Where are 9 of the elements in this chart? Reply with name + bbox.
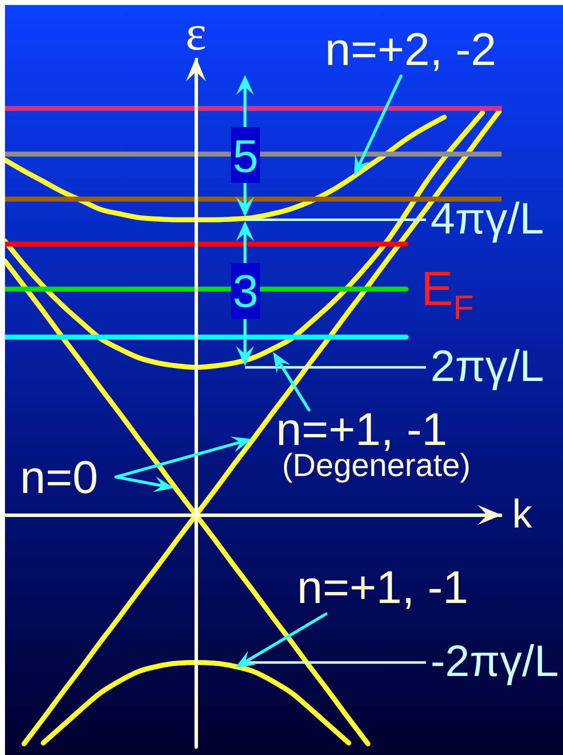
annotation: n=0 bbox=[20, 451, 98, 503]
annotation: n=+1, -1 bbox=[297, 561, 468, 613]
annotation: n=+2, -2 bbox=[325, 23, 496, 75]
x-axis-title: k bbox=[512, 492, 534, 536]
y-tick-label: -2πγ/L bbox=[430, 637, 559, 686]
series-label: E$_{F}$ bbox=[421, 262, 474, 328]
y-axis-title: ε bbox=[186, 4, 206, 60]
y-tick-label: 2πγ/L bbox=[430, 342, 544, 391]
y-tick-label: 4πγ/L bbox=[430, 194, 544, 244]
